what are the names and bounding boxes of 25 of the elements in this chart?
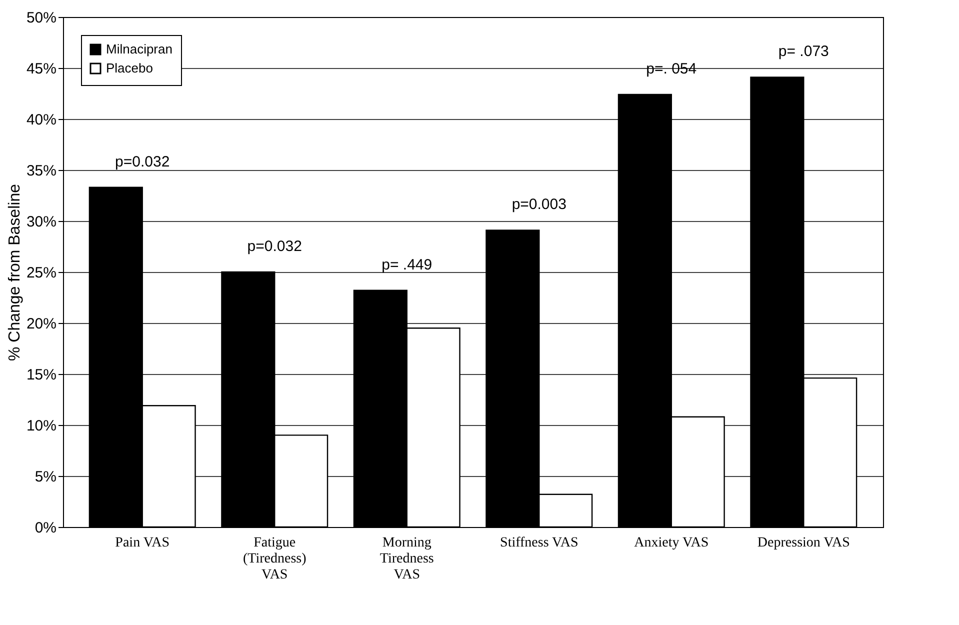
legend-label: Placebo: [106, 60, 153, 76]
y-tick-label: 40%: [26, 112, 56, 128]
x-tick-label: Morning Tiredness VAS: [380, 536, 434, 582]
y-tick-label: 20%: [26, 316, 56, 332]
x-tick-label: Pain VAS: [115, 536, 170, 550]
y-tick-label: 35%: [26, 162, 56, 180]
y-tick-label: 50%: [26, 10, 56, 26]
annotation: p= .073: [778, 43, 829, 60]
y-tick-label: 5%: [34, 468, 56, 486]
y-tick-label: 25%: [26, 264, 56, 282]
annotation: p=0.032: [247, 238, 302, 255]
x-tick-label: Stiffness VAS: [500, 536, 578, 550]
legend-label: Milnacipran: [106, 42, 172, 56]
y-tick-label: 15%: [26, 366, 56, 384]
x-tick-label: Fatigue (Tiredness) VAS: [242, 536, 307, 582]
y-axis-title: % Change from Baseline: [6, 184, 24, 361]
y-tick-label: 45%: [26, 60, 56, 78]
annotation: p= .449: [382, 256, 432, 274]
annotation: p=0.003: [512, 196, 566, 214]
y-tick-label: 10%: [26, 418, 56, 434]
annotation: p=0.032: [115, 153, 170, 170]
x-tick-label: Anxiety VAS: [634, 536, 709, 550]
y-tick-label: 0%: [34, 520, 56, 536]
x-tick-label: Depression VAS: [757, 536, 850, 550]
y-tick-label: 30%: [26, 214, 56, 230]
